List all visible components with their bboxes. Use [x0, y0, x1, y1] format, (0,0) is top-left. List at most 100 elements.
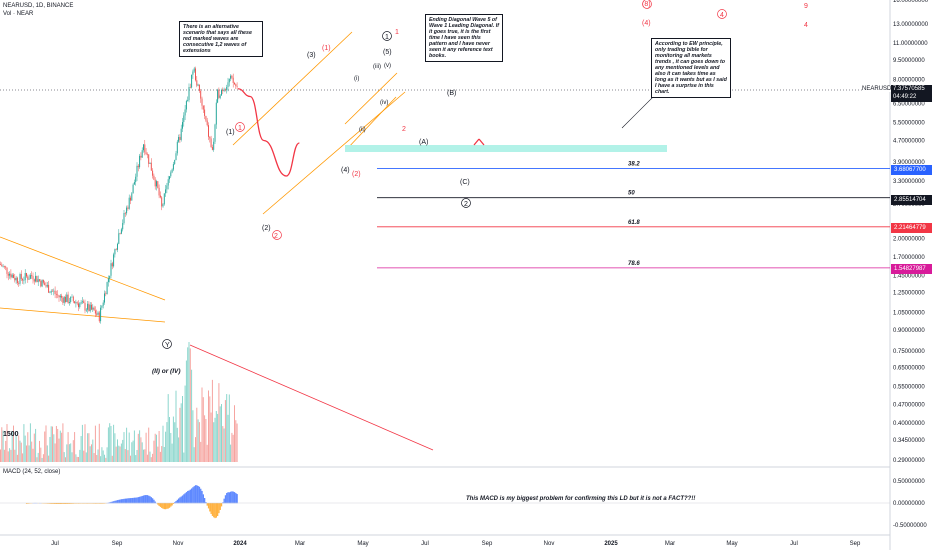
circle-marker-y [162, 339, 172, 349]
candle-body [15, 277, 17, 281]
macd-bar [179, 497, 181, 504]
current-price-value: 7.37570585 [893, 86, 925, 92]
time-tick-label: May [357, 541, 368, 547]
macd-bar [74, 503, 76, 504]
time-tick-label: 2024 [233, 541, 247, 547]
macd-bar [233, 492, 236, 504]
candle-body [205, 115, 207, 121]
macd-bar [94, 503, 97, 504]
macd-bar [111, 501, 113, 504]
volume-bar [141, 442, 143, 462]
volume-bar [59, 430, 61, 462]
wave-label-2: (2) [262, 225, 271, 232]
wave-label-top-9: 9 [804, 3, 808, 10]
wave-label-b: (B) [447, 90, 456, 97]
candle-body [31, 275, 33, 277]
candle-body [210, 138, 212, 148]
volume-indicator-label[interactable]: Vol · NEAR [3, 11, 34, 17]
candle-body [65, 296, 66, 302]
candle-body [144, 144, 146, 153]
candle-body [45, 285, 47, 287]
macd-bar [137, 497, 139, 504]
macd-tick-label: 0.00000000 [893, 501, 925, 507]
macd-bar [88, 503, 90, 504]
volume-bar [195, 437, 196, 462]
symbol-line[interactable]: NEARUSD, 1D, BINANCE [3, 3, 74, 9]
volume-bar [161, 446, 163, 462]
volume-bar [50, 426, 52, 462]
candle-body [7, 273, 9, 276]
volume-bar [55, 425, 57, 462]
candle-body [175, 153, 177, 161]
macd-tick-label: 0.50000000 [893, 479, 925, 485]
macd-bar [193, 486, 195, 504]
volume-bar [76, 456, 78, 462]
macd-bar [154, 501, 156, 504]
ew-principle-note: According to EW principle, only trading … [651, 38, 731, 98]
fib-price-tag-618: 2.21464779 [891, 223, 932, 233]
price-tick-label: 0.75000000 [893, 349, 925, 355]
volume-bar [33, 433, 35, 462]
price-tick-label: 2.00000000 [893, 237, 925, 243]
macd-bar [79, 503, 81, 504]
candle-body [24, 273, 26, 281]
volume-bar [175, 390, 177, 462]
macd-bar [226, 492, 228, 504]
macd-bar [231, 491, 233, 504]
candle-body [165, 189, 167, 194]
candle-body [93, 307, 95, 311]
macd-bar [148, 495, 150, 504]
fib-ratio-label: 78.6 [628, 261, 640, 267]
candle-body [218, 89, 220, 98]
macd-bar [64, 503, 67, 504]
macd-bar [96, 503, 98, 504]
macd-bar [236, 494, 238, 504]
macd-bar [48, 503, 50, 504]
volume-bar [146, 454, 148, 462]
macd-bar [90, 503, 93, 504]
candle-body [74, 301, 76, 304]
candle-body [62, 297, 64, 303]
volume-bar [209, 396, 211, 462]
macd-bar [67, 503, 69, 504]
candle-body [167, 179, 169, 186]
candle-body [149, 162, 151, 164]
price-tick-label: 13.00000000 [893, 22, 929, 28]
candle-body [81, 301, 83, 303]
volume-bar [184, 385, 186, 462]
price-tick-label: 5.50000000 [893, 120, 925, 126]
wave-label-c: (C) [460, 179, 470, 186]
circle-marker-r1 [235, 122, 245, 132]
macd-bar [171, 503, 173, 506]
macd-indicator-label[interactable]: MACD (24, 52, close) [3, 469, 61, 475]
volume-bar [231, 432, 233, 462]
macd-bar [76, 503, 78, 504]
volume-bar [113, 424, 115, 462]
macd-bar [159, 503, 162, 507]
candle-body [18, 283, 20, 284]
macd-bar [63, 503, 65, 504]
macd-bar [146, 495, 149, 504]
candle-body [66, 294, 68, 302]
macd-bar [131, 497, 133, 504]
price-tick-label: 2.70000000 [893, 202, 925, 208]
candle-body [71, 296, 73, 298]
volume-bar [67, 432, 69, 462]
macd-bar [49, 503, 51, 504]
price-tick-label: 0.40000000 [893, 421, 925, 427]
volume-bar [100, 456, 102, 462]
volume-bar [31, 441, 33, 462]
macd-bar [207, 503, 210, 509]
candle-body [230, 75, 232, 79]
candle-body [162, 204, 164, 207]
candle-body [98, 312, 100, 322]
time-tick-label: Jul [421, 541, 429, 547]
volume-bar [102, 450, 104, 462]
candle-body [70, 297, 72, 303]
candle-body [22, 278, 24, 281]
macd-bar [128, 498, 130, 504]
time-tick-label: Jul [790, 541, 798, 547]
circle-marker-r2 [272, 230, 282, 240]
volume-bar [23, 424, 25, 462]
